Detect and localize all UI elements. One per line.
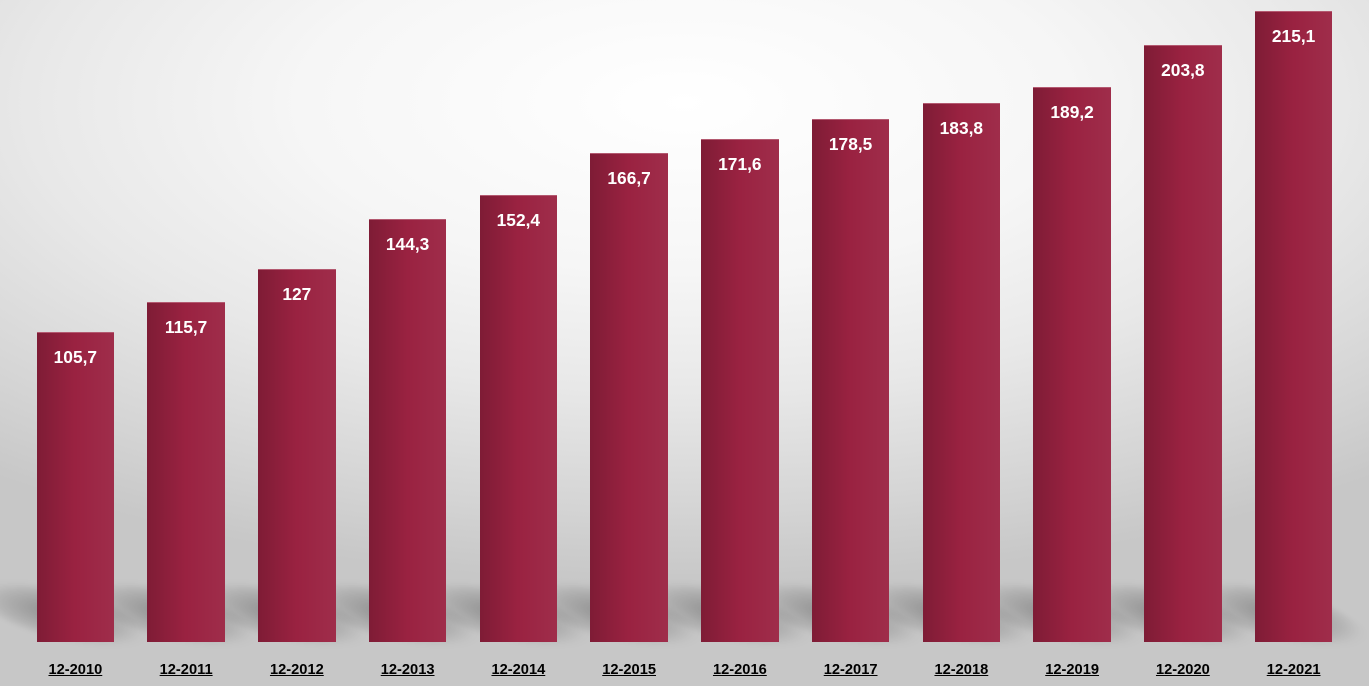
bar: 127 bbox=[258, 269, 336, 642]
x-axis-label: 12-2013 bbox=[352, 662, 463, 678]
x-axis-label: 12-2020 bbox=[1128, 662, 1239, 678]
bar-slot: 144,3 bbox=[352, 219, 463, 642]
x-axis-label: 12-2019 bbox=[1017, 662, 1128, 678]
bar: 189,2 bbox=[1033, 87, 1111, 642]
bar-slot: 166,7 bbox=[574, 153, 685, 642]
bar: 115,7 bbox=[147, 302, 225, 642]
bar: 166,7 bbox=[590, 153, 668, 642]
x-axis-label: 12-2017 bbox=[795, 662, 906, 678]
bar: 144,3 bbox=[369, 219, 447, 642]
bar-value-label: 215,1 bbox=[1255, 26, 1333, 47]
x-axis-label: 12-2011 bbox=[131, 662, 242, 678]
bar: 203,8 bbox=[1144, 45, 1222, 642]
bar-value-label: 178,5 bbox=[812, 134, 890, 155]
bar-value-label: 183,8 bbox=[923, 118, 1001, 139]
x-axis-label: 12-2012 bbox=[242, 662, 353, 678]
bar-value-label: 127 bbox=[258, 284, 336, 305]
bar-value-label: 189,2 bbox=[1033, 102, 1111, 123]
x-axis-label: 12-2016 bbox=[685, 662, 796, 678]
bar-slot: 189,2 bbox=[1017, 87, 1128, 642]
bar: 152,4 bbox=[480, 195, 558, 642]
chart-area: 105,7 115,7 127 144,3 152,4 166,7 171,6 178,5 18… bbox=[20, 4, 1349, 642]
bar: 215,1 bbox=[1255, 11, 1333, 642]
bar-value-label: 171,6 bbox=[701, 154, 779, 175]
bar: 105,7 bbox=[37, 332, 115, 642]
bar-value-label: 105,7 bbox=[37, 347, 115, 368]
x-axis: 12-201012-201112-201212-201312-201412-20… bbox=[20, 662, 1349, 678]
bar-slot: 183,8 bbox=[906, 103, 1017, 642]
bar-slot: 203,8 bbox=[1128, 45, 1239, 642]
bar-value-label: 203,8 bbox=[1144, 60, 1222, 81]
x-axis-label: 12-2014 bbox=[463, 662, 574, 678]
bars-container: 105,7 115,7 127 144,3 152,4 166,7 171,6 178,5 18… bbox=[20, 4, 1349, 642]
bar-slot: 215,1 bbox=[1238, 11, 1349, 642]
bar-slot: 178,5 bbox=[795, 119, 906, 642]
bar: 178,5 bbox=[812, 119, 890, 642]
x-axis-label: 12-2021 bbox=[1238, 662, 1349, 678]
bar-value-label: 115,7 bbox=[147, 317, 225, 338]
x-axis-label: 12-2018 bbox=[906, 662, 1017, 678]
bar: 183,8 bbox=[923, 103, 1001, 642]
bar-value-label: 152,4 bbox=[480, 210, 558, 231]
x-axis-label: 12-2015 bbox=[574, 662, 685, 678]
bar-value-label: 144,3 bbox=[369, 234, 447, 255]
x-axis-label: 12-2010 bbox=[20, 662, 131, 678]
bar-value-label: 166,7 bbox=[590, 168, 668, 189]
bar: 171,6 bbox=[701, 139, 779, 642]
bar-slot: 171,6 bbox=[685, 139, 796, 642]
bar-slot: 152,4 bbox=[463, 195, 574, 642]
